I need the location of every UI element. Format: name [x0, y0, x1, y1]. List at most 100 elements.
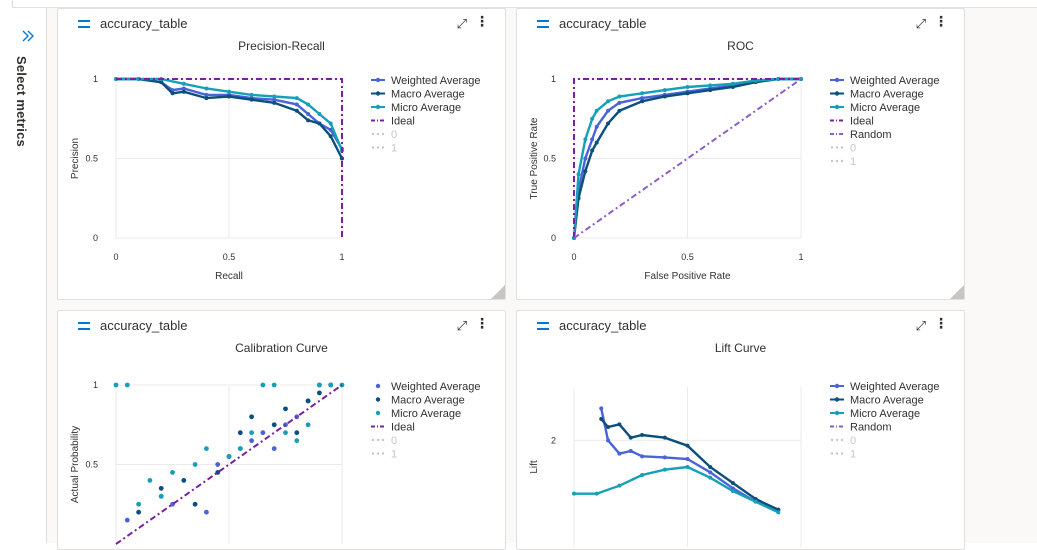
data-point: [753, 499, 758, 504]
legend-label: Macro Average: [391, 89, 465, 101]
select-metrics-label[interactable]: Select metrics: [14, 56, 29, 147]
legend-marker: [834, 91, 840, 96]
card-header: accuracy_table ⤢ ⋮: [58, 9, 505, 37]
card-title: accuracy_table: [559, 318, 647, 333]
legend-marker: [375, 397, 381, 402]
legend-marker: [840, 159, 844, 163]
legend-marker: [376, 452, 380, 455]
expand-icon[interactable]: ⤢: [915, 318, 926, 333]
data-point: [594, 491, 599, 496]
data-point: [181, 81, 186, 86]
data-point: [226, 454, 232, 459]
resize-handle[interactable]: [950, 285, 964, 299]
legend-label: Micro Average: [850, 408, 920, 420]
expand-icon[interactable]: ⤢: [456, 318, 467, 333]
data-point: [590, 116, 595, 121]
data-point: [260, 382, 266, 388]
legend-label: 1: [391, 449, 397, 461]
more-options-icon[interactable]: ⋮: [475, 13, 489, 29]
expand-icon[interactable]: ⤢: [456, 16, 467, 31]
data-point: [192, 501, 198, 507]
data-point: [215, 462, 221, 467]
legend-marker: [381, 438, 385, 442]
data-point: [594, 108, 599, 113]
data-point: [606, 438, 611, 443]
x-tick-label: 1: [798, 252, 803, 262]
y-tick-label: 1: [93, 380, 98, 390]
data-point: [204, 96, 209, 101]
legend-marker: [840, 452, 844, 455]
y-tick-label: 0.5: [85, 460, 98, 470]
data-point: [662, 94, 667, 99]
data-point: [662, 455, 667, 460]
legend-marker: [371, 438, 375, 442]
y-tick-label: 0: [551, 233, 556, 243]
y-axis-label: Precision: [70, 138, 81, 179]
data-point: [708, 470, 713, 475]
data-point: [306, 102, 311, 107]
x-tick-label: 0: [571, 252, 576, 262]
data-point: [730, 81, 735, 86]
hamburger-icon[interactable]: [78, 20, 90, 28]
data-point: [662, 88, 667, 93]
data-point: [685, 457, 690, 461]
legend-marker: [840, 438, 844, 442]
more-options-icon[interactable]: ⋮: [475, 315, 489, 331]
expand-icon[interactable]: ⤢: [915, 16, 926, 31]
data-point: [159, 80, 164, 85]
legend-marker: [375, 410, 381, 416]
data-point: [685, 465, 690, 469]
more-options-icon[interactable]: ⋮: [934, 13, 948, 29]
hamburger-icon[interactable]: [537, 20, 549, 28]
series-line: [115, 384, 343, 545]
data-point: [306, 111, 311, 116]
legend-label: Random: [850, 422, 892, 434]
y-tick-label: 1: [93, 74, 98, 84]
data-point: [237, 446, 243, 451]
data-point: [158, 485, 164, 491]
y-tick-label: 0.5: [85, 154, 98, 164]
data-point: [181, 478, 187, 483]
legend-label: Micro Average: [850, 102, 920, 114]
double-chevron-right-icon[interactable]: [20, 28, 36, 44]
card-title: accuracy_table: [559, 16, 647, 31]
data-point: [590, 148, 595, 153]
data-point: [576, 172, 581, 177]
data-point: [294, 438, 300, 444]
legend-label: 0: [391, 435, 397, 447]
data-point: [249, 92, 254, 97]
data-point: [662, 435, 667, 440]
hamburger-icon[interactable]: [537, 322, 549, 330]
data-point: [306, 118, 311, 123]
data-point: [170, 470, 175, 475]
data-point: [272, 100, 277, 105]
hamburger-icon[interactable]: [78, 322, 90, 330]
data-point: [147, 478, 153, 483]
data-point: [640, 99, 645, 104]
data-point: [317, 111, 322, 116]
x-tick-label: 0.5: [681, 252, 694, 262]
data-point: [294, 430, 300, 436]
legend-marker: [830, 452, 834, 455]
data-point: [271, 422, 277, 428]
data-point: [583, 169, 588, 174]
legend-label: Weighted Average: [391, 75, 481, 87]
data-point: [594, 140, 599, 145]
legend-marker: [830, 438, 834, 442]
data-point: [328, 382, 334, 388]
legend-label: 1: [850, 156, 856, 168]
precision-recall-card: accuracy_table ⤢ ⋮ Precision-Recall 0 0.5…: [57, 8, 506, 300]
more-options-icon[interactable]: ⋮: [934, 315, 948, 331]
chart-title: Lift Curve: [714, 341, 767, 355]
data-point: [640, 433, 645, 437]
data-point: [640, 454, 645, 459]
legend-marker: [834, 104, 840, 110]
legend-marker: [376, 132, 380, 136]
series-line: [600, 408, 779, 511]
resize-handle[interactable]: [491, 285, 505, 299]
legend-marker: [371, 132, 375, 136]
data-point: [606, 99, 611, 104]
data-point: [708, 475, 713, 480]
data-point: [317, 390, 322, 396]
data-point: [640, 473, 645, 477]
